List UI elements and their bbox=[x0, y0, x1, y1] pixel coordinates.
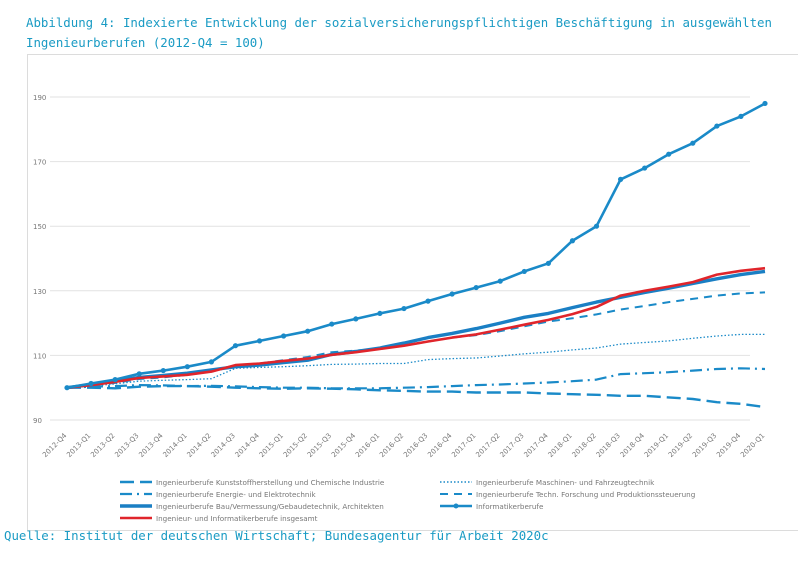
data-point-marker bbox=[425, 298, 431, 304]
legend-label: Ingenieurberufe Bau/Vermessung/Gebaudete… bbox=[156, 502, 384, 511]
x-tick-label: 2017-Q3 bbox=[498, 432, 525, 459]
data-point-marker bbox=[738, 113, 744, 119]
legend-label: Ingenieurberufe Maschinen- und Fahrzeugt… bbox=[476, 478, 655, 487]
data-point-marker bbox=[184, 364, 190, 370]
y-tick-label: 90 bbox=[33, 417, 42, 425]
x-tick-label: 2015-Q1 bbox=[258, 432, 285, 459]
x-tick-label: 2018-Q1 bbox=[547, 432, 574, 459]
legend-label: Ingenieurberufe Kunststoffherstellung un… bbox=[156, 478, 385, 487]
data-point-marker bbox=[762, 100, 768, 107]
x-tick-label: 2013-Q3 bbox=[113, 432, 140, 459]
series-line bbox=[67, 384, 766, 409]
x-tick-label: 2017-Q1 bbox=[450, 432, 477, 459]
y-tick-label: 130 bbox=[33, 288, 46, 296]
x-tick-label: 2013-Q2 bbox=[89, 432, 116, 459]
data-point-marker bbox=[593, 223, 600, 229]
legend-marker bbox=[453, 503, 459, 509]
data-point-marker bbox=[281, 333, 287, 339]
x-tick-label: 2014-Q3 bbox=[210, 432, 237, 459]
series-line bbox=[66, 269, 766, 390]
x-tick-label: 2015-Q4 bbox=[330, 431, 358, 459]
data-point-marker bbox=[497, 278, 503, 284]
data-point-marker bbox=[690, 140, 696, 146]
x-axis: 2012-Q42013-Q12013-Q22013-Q32013-Q42014-… bbox=[41, 431, 766, 459]
title-line-1: Abbildung 4: Indexierte Entwicklung der … bbox=[26, 15, 772, 30]
data-point-marker bbox=[208, 359, 215, 365]
data-point-marker bbox=[329, 321, 335, 327]
x-tick-label: 2018-Q4 bbox=[619, 431, 647, 459]
legend-label: Informatikerberufe bbox=[476, 502, 544, 511]
grid bbox=[50, 96, 750, 421]
data-point-marker bbox=[136, 371, 142, 377]
x-tick-label: 2016-Q4 bbox=[426, 431, 454, 459]
data-point-marker bbox=[521, 268, 527, 275]
source-note: Quelle: Institut der deutschen Wirtschaf… bbox=[4, 528, 549, 543]
x-tick-label: 2014-Q1 bbox=[161, 432, 188, 459]
y-tick-label: 190 bbox=[33, 94, 46, 102]
data-point-marker bbox=[232, 343, 239, 349]
series-line bbox=[66, 102, 766, 389]
x-tick-label: 2016-Q2 bbox=[378, 432, 405, 459]
data-point-marker bbox=[256, 338, 263, 344]
data-point-marker bbox=[88, 380, 94, 387]
legend: Ingenieurberufe Kunststoffherstellung un… bbox=[120, 478, 695, 523]
x-tick-label: 2014-Q4 bbox=[234, 431, 262, 459]
x-tick-label: 2016-Q1 bbox=[354, 432, 381, 459]
x-tick-label: 2019-Q3 bbox=[691, 432, 718, 459]
data-point-marker bbox=[714, 123, 720, 129]
data-point-marker bbox=[449, 291, 455, 297]
series-line bbox=[66, 333, 765, 389]
x-tick-label: 2015-Q2 bbox=[282, 432, 309, 459]
x-tick-label: 2018-Q2 bbox=[571, 432, 598, 459]
legend-label: Ingenieurberufe Energie- und Elektrotech… bbox=[156, 490, 316, 499]
data-point-marker bbox=[305, 328, 311, 334]
data-point-marker bbox=[642, 165, 648, 171]
x-tick-label: 2019-Q2 bbox=[667, 432, 694, 459]
data-point-marker bbox=[666, 151, 672, 157]
x-tick-label: 2015-Q3 bbox=[306, 432, 333, 459]
y-tick-label: 110 bbox=[33, 352, 46, 360]
data-point-marker bbox=[353, 316, 359, 322]
legend-label: Ingenieurberufe Techn. Forschung und Pro… bbox=[476, 490, 695, 499]
y-tick-label: 150 bbox=[33, 223, 46, 231]
data-point-marker bbox=[401, 305, 407, 312]
x-tick-label: 2014-Q2 bbox=[186, 432, 213, 459]
x-tick-label: 2012-Q4 bbox=[41, 431, 69, 459]
series-line bbox=[66, 367, 766, 390]
x-tick-label: 2019-Q4 bbox=[715, 431, 743, 459]
x-tick-label: 2020-Q1 bbox=[739, 432, 766, 459]
data-point-marker bbox=[377, 310, 383, 317]
x-tick-label: 2016-Q3 bbox=[402, 432, 429, 459]
data-point-marker bbox=[473, 284, 479, 291]
data-point-marker bbox=[64, 385, 70, 391]
x-tick-label: 2013-Q1 bbox=[65, 432, 92, 459]
x-tick-label: 2019-Q1 bbox=[643, 432, 670, 459]
legend-label: Ingenieur- und Informatikerberufe insges… bbox=[156, 514, 318, 523]
chart-frame bbox=[27, 54, 798, 531]
x-tick-label: 2017-Q2 bbox=[474, 432, 501, 459]
data-point-marker bbox=[545, 260, 551, 266]
y-axis: 90 110 130 150 170 190 bbox=[33, 94, 46, 425]
data-point-marker bbox=[569, 238, 576, 244]
data-point-marker bbox=[112, 377, 118, 383]
chart-title: Abbildung 4: Indexierte Entwicklung der … bbox=[26, 13, 772, 53]
x-tick-label: 2018-Q3 bbox=[595, 432, 622, 459]
plot-area bbox=[64, 100, 768, 409]
y-tick-label: 170 bbox=[33, 159, 46, 167]
data-point-marker bbox=[617, 176, 624, 182]
series-line bbox=[66, 266, 766, 389]
x-tick-label: 2017-Q4 bbox=[523, 431, 551, 459]
title-line-2: Ingenieurberufen (2012-Q4 = 100) bbox=[26, 35, 265, 50]
x-tick-label: 2013-Q4 bbox=[137, 431, 165, 459]
data-point-marker bbox=[160, 367, 166, 374]
